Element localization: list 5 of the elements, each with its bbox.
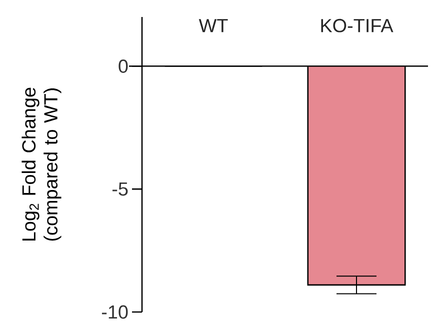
y-tick-label: -10 (102, 305, 128, 319)
y-tick-label: -5 (112, 182, 128, 196)
x-tick-label: KO-TIFA (321, 18, 394, 32)
x-tick-label: WT (198, 19, 228, 32)
y-tick-label: 0 (118, 59, 128, 73)
